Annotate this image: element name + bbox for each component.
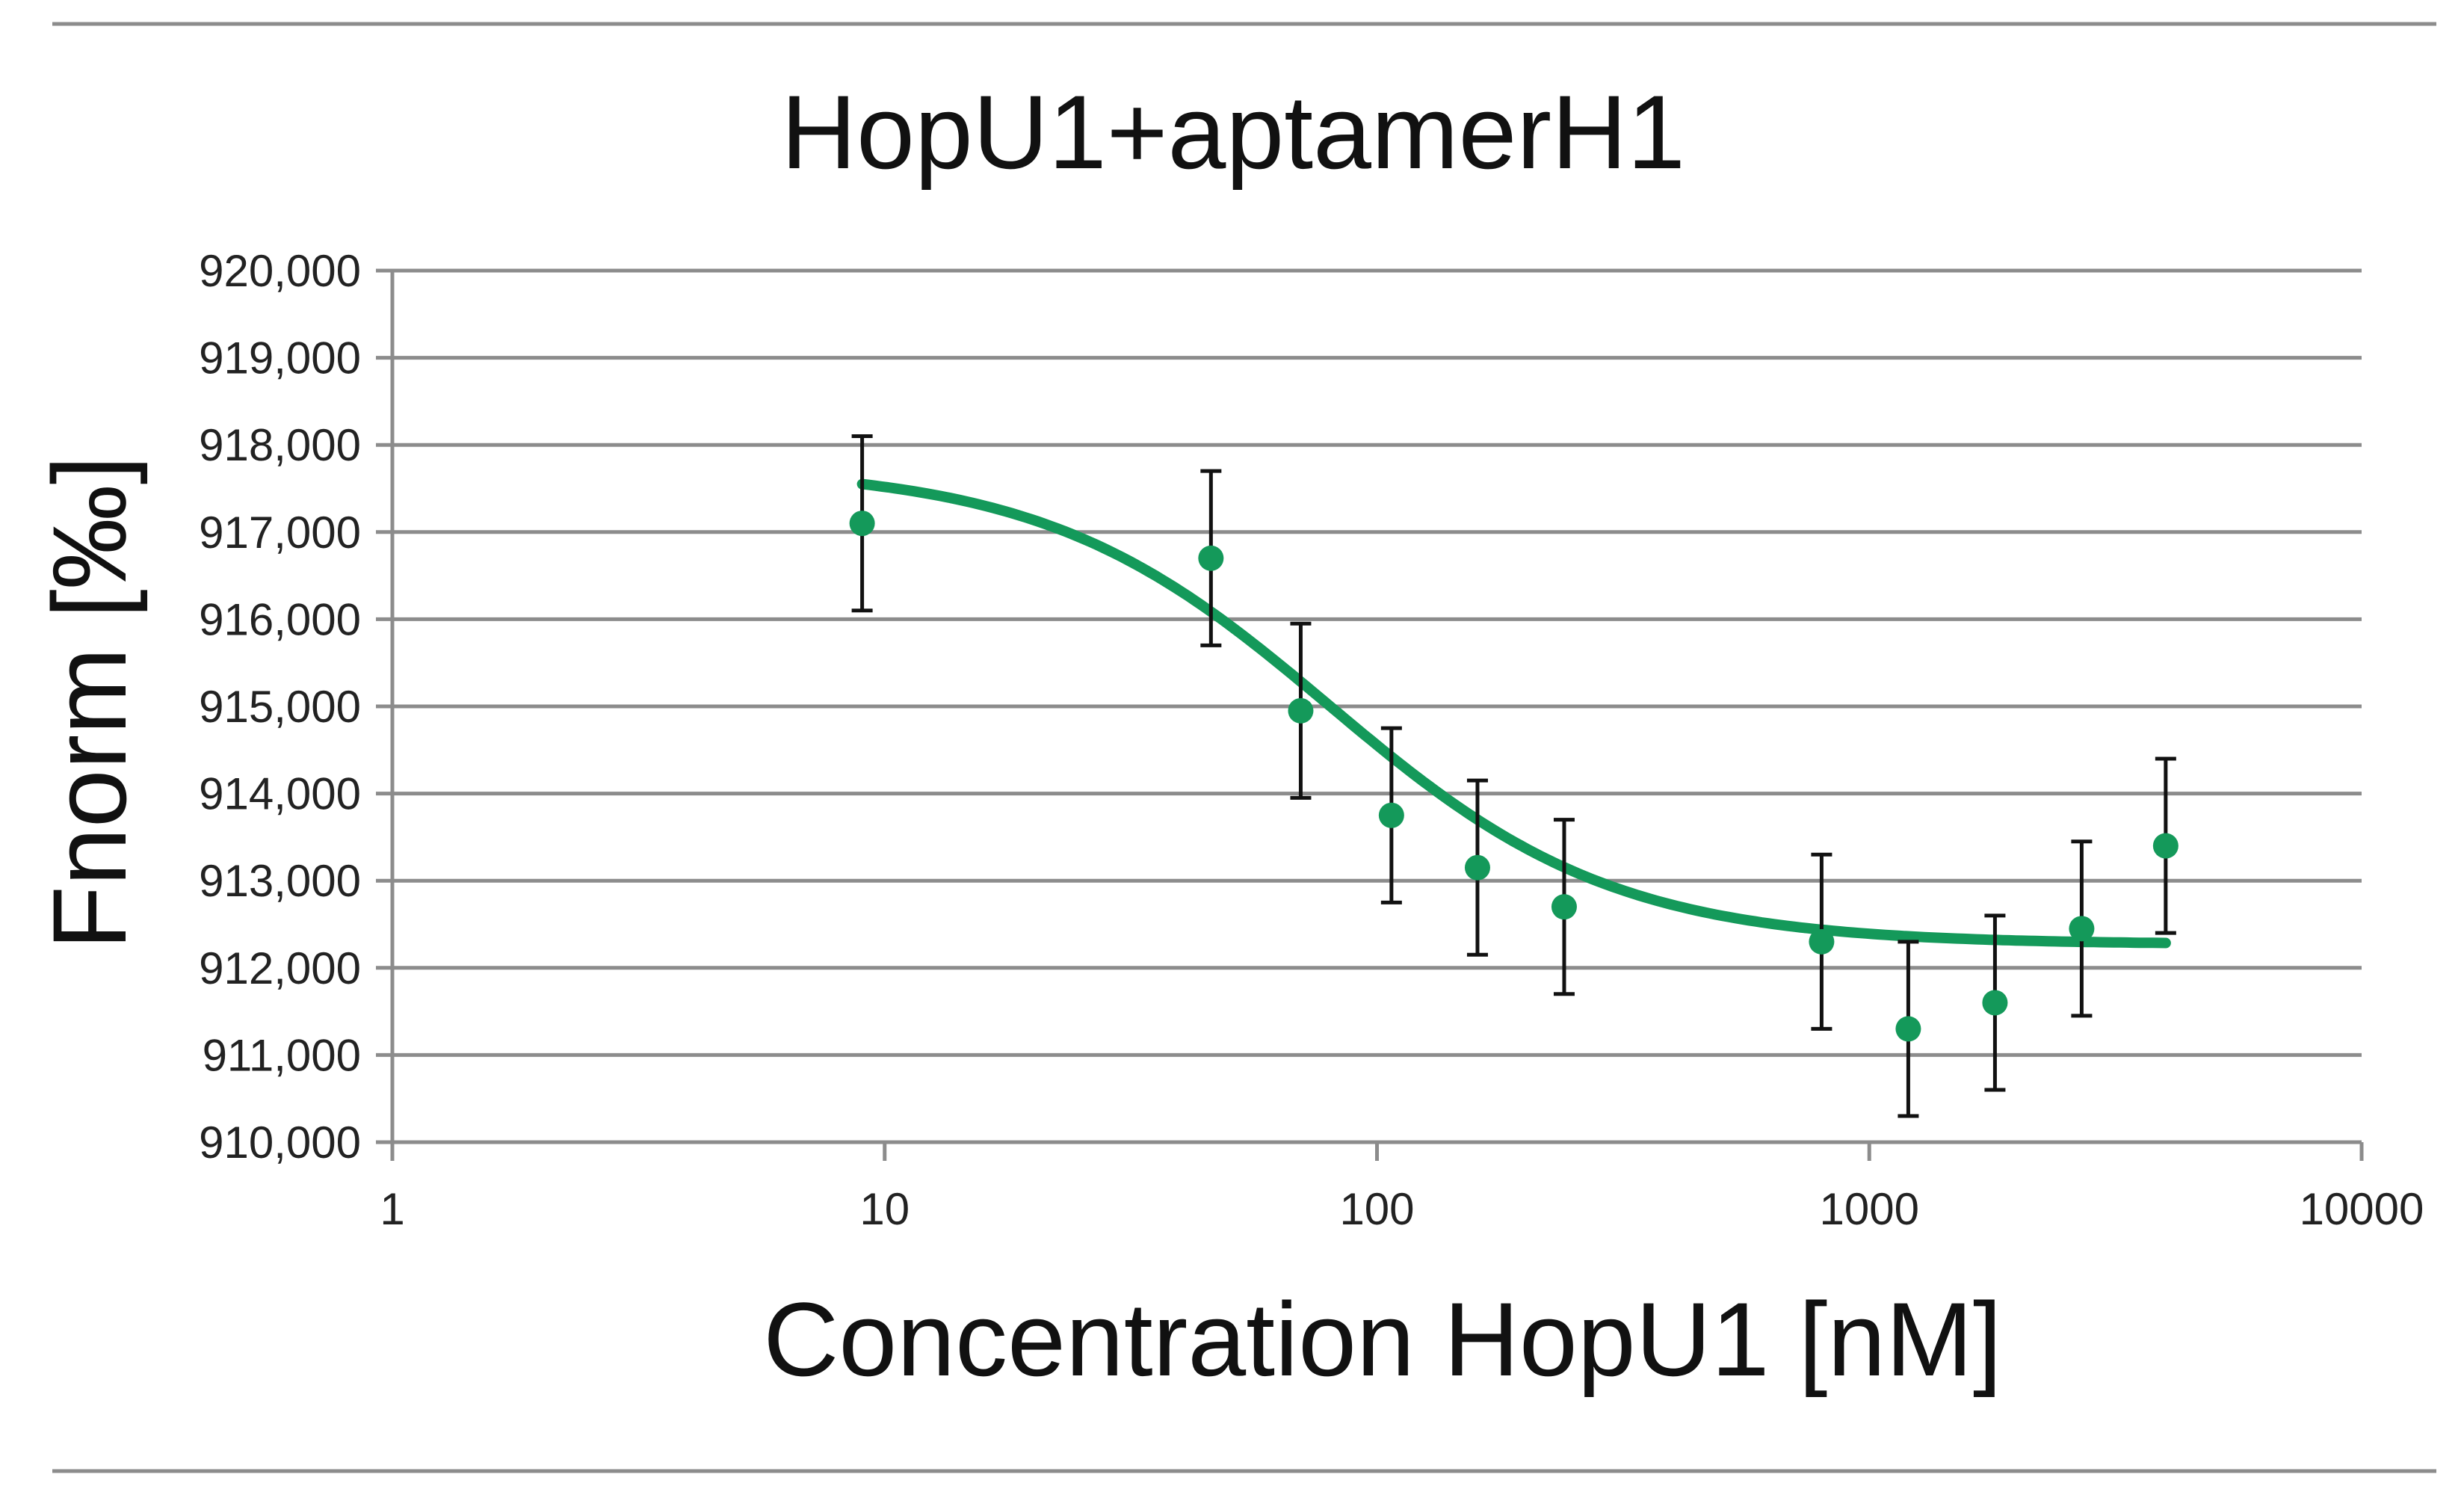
y-tick-label: 913,000 (199, 856, 361, 906)
x-axis-label: Concentration HopU1 [nM] (763, 1280, 2002, 1398)
data-point (2152, 833, 2179, 859)
gridlines (376, 268, 2362, 1144)
x-tick-label: 10000 (2300, 1184, 2424, 1234)
data-point (1982, 990, 2008, 1016)
y-tick-label: 915,000 (199, 682, 361, 732)
x-tick-label: 100 (1339, 1184, 1414, 1234)
data-points (849, 511, 2179, 1042)
x-tick-label: 1 (380, 1184, 404, 1234)
x-tick-labels: 1 10 100 1000 10000 (380, 1184, 2424, 1234)
y-tick-label: 917,000 (199, 508, 361, 558)
data-point (1895, 1016, 1921, 1042)
chart-title: HopU1+aptamerH1 (781, 73, 1685, 191)
data-point (1551, 894, 1577, 920)
y-tick-label: 916,000 (199, 594, 361, 644)
data-point (1464, 854, 1490, 881)
y-axis-label: Fnorm [‰] (31, 455, 148, 949)
data-point (1198, 545, 1224, 571)
error-bars (851, 434, 2176, 1118)
y-tick-label: 918,000 (199, 420, 361, 470)
x-tick-label: 10 (859, 1184, 910, 1234)
data-point (2069, 916, 2095, 942)
y-tick-label: 919,000 (199, 333, 361, 383)
y-tick-label: 920,000 (199, 246, 361, 296)
y-tick-label: 910,000 (199, 1118, 361, 1168)
y-tick-label: 912,000 (199, 943, 361, 993)
data-point (1378, 802, 1404, 828)
data-point (849, 511, 875, 537)
y-tick-labels: 910,000 911,000 912,000 913,000 914,000 915,0… (199, 246, 361, 1168)
data-point (1288, 697, 1314, 724)
y-tick-label: 914,000 (199, 769, 361, 819)
x-tick-label: 1000 (1820, 1184, 1919, 1234)
data-point (1809, 928, 1835, 955)
fit-curve (856, 478, 2171, 949)
axes (390, 271, 2364, 1161)
y-tick-label: 911,000 (203, 1030, 361, 1080)
